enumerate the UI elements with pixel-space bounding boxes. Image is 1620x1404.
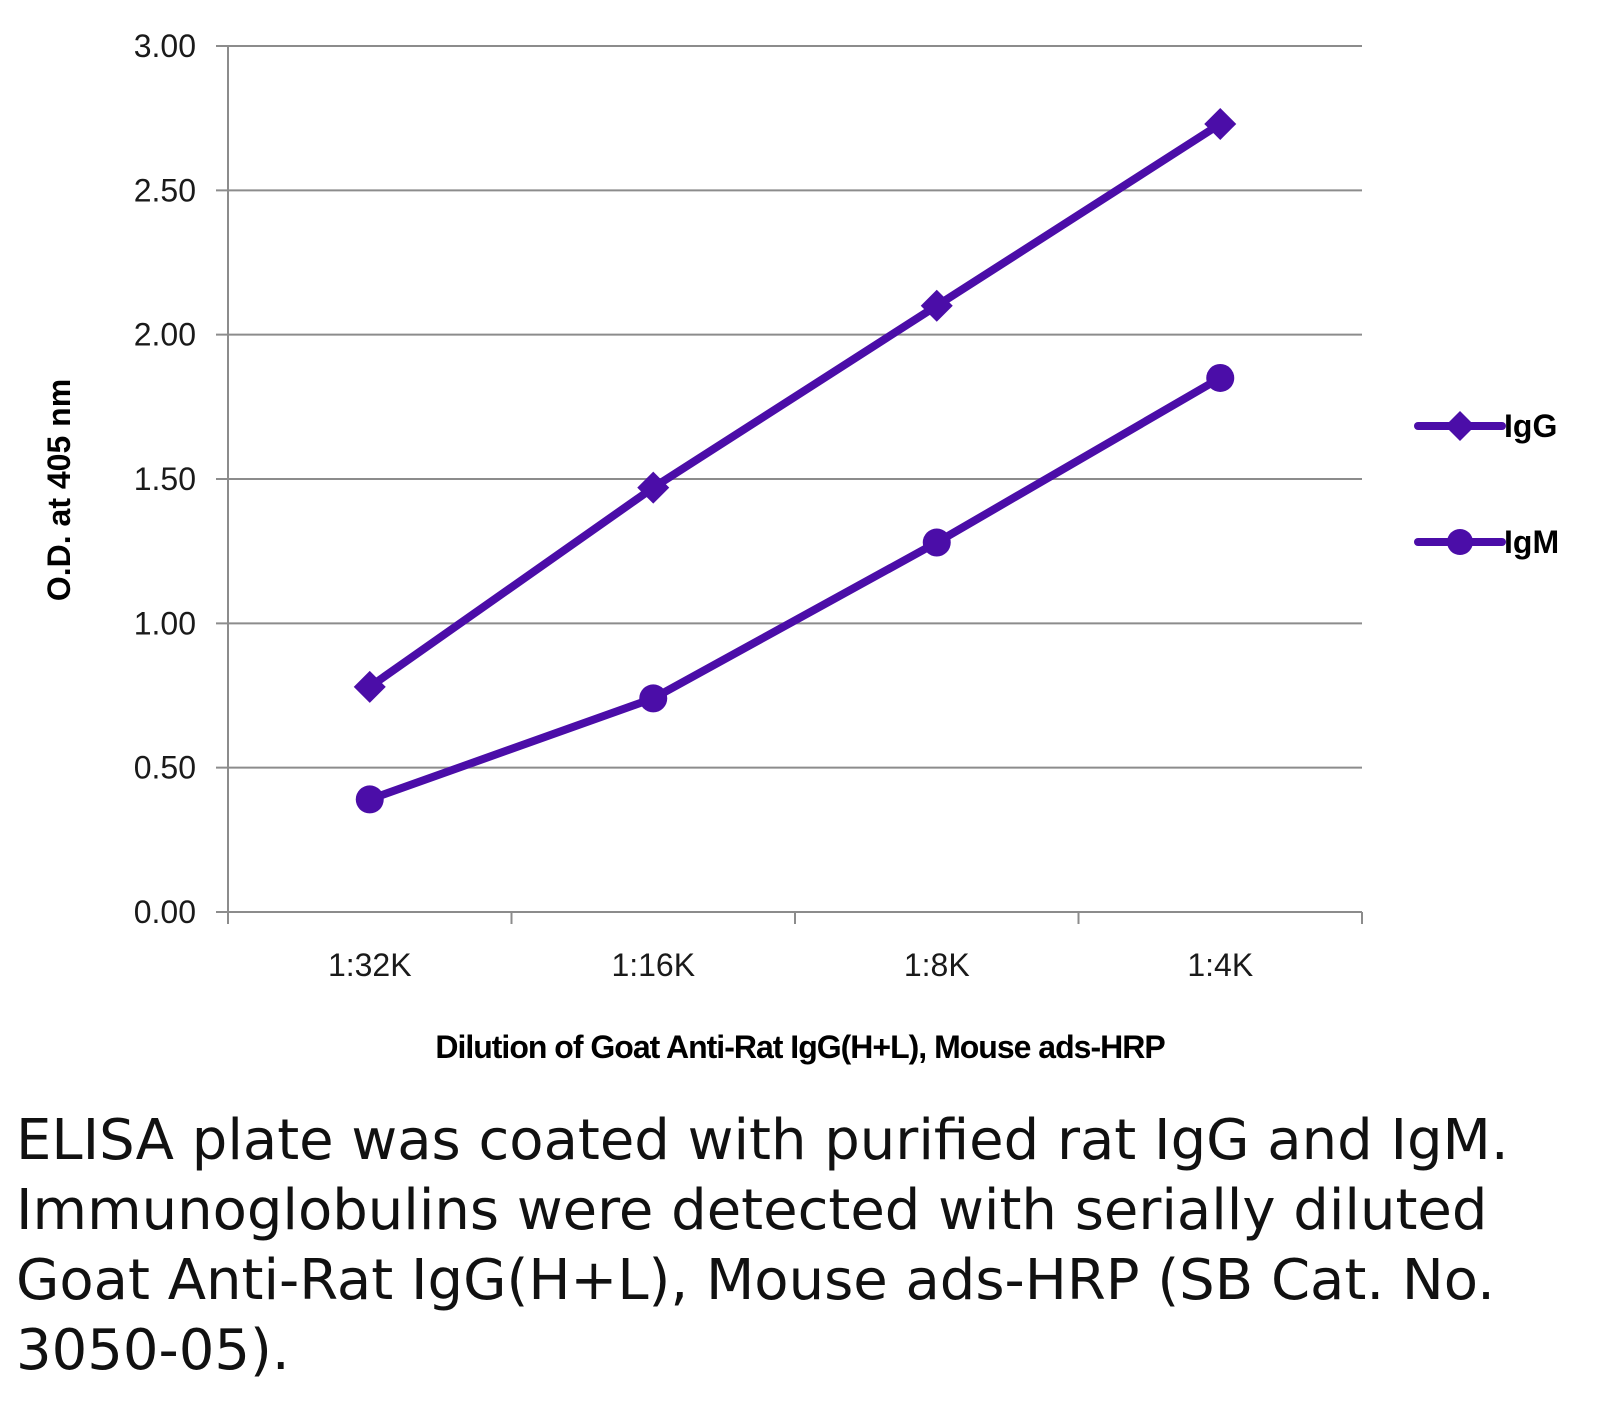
series-line-igm (365, 373, 1225, 804)
data-point (637, 471, 670, 504)
x-axis-title: Dilution of Goat Anti-Rat IgG(H+L), Mous… (435, 1029, 1165, 1065)
data-point (920, 289, 953, 322)
legend-item-igg: IgG (1414, 408, 1557, 444)
gridlines (216, 45, 1362, 769)
data-point (922, 528, 951, 557)
series-igg (353, 107, 1237, 703)
x-tick-label: 1:16K (611, 947, 695, 983)
legend: IgG IgM (1414, 408, 1559, 560)
y-tick-label: 0.50 (134, 750, 196, 786)
legend-label: IgM (1504, 524, 1559, 560)
series-line-igg (365, 119, 1225, 691)
x-tick-label: 1:8K (904, 947, 970, 983)
legend-marker (1445, 411, 1475, 441)
data-point (353, 670, 386, 703)
y-tick-label: 3.00 (134, 28, 196, 64)
y-tick-label: 1.50 (134, 461, 196, 497)
elisa-line-chart: 0.00 0.50 1.00 1.50 2.00 2.50 3.00 1:32K 1:16K 1:… (41, 28, 1559, 1065)
y-tick-label: 2.50 (134, 172, 196, 208)
series-igm (355, 363, 1235, 814)
data-point (1206, 363, 1235, 392)
legend-label: IgG (1504, 408, 1557, 444)
legend-marker (1447, 529, 1473, 555)
x-tick-label: 1:4K (1187, 947, 1253, 983)
y-tick-label: 1.00 (134, 605, 196, 641)
x-tick-label: 1:32K (328, 947, 412, 983)
series-layer (353, 107, 1237, 814)
figure-caption: ELISA plate was coated with purified rat… (16, 1108, 1509, 1383)
data-point (639, 684, 668, 713)
legend-item-igm: IgM (1414, 524, 1559, 560)
y-axis-title: O.D. at 405 nm (41, 379, 77, 601)
data-point (1204, 107, 1237, 140)
axes: 0.00 0.50 1.00 1.50 2.00 2.50 3.00 1:32K 1:16K 1:… (134, 28, 1363, 983)
data-point (355, 785, 384, 814)
y-tick-label: 2.00 (134, 317, 196, 353)
y-tick-label: 0.00 (134, 894, 196, 930)
